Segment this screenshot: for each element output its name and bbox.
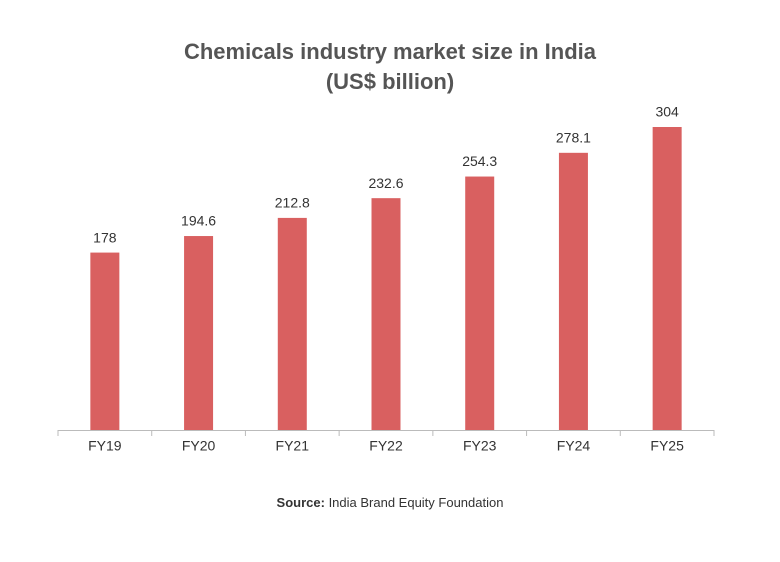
- value-label: 232.6: [368, 175, 403, 191]
- x-tick-label: FY25: [650, 438, 684, 454]
- x-tick-label: FY24: [557, 438, 591, 454]
- source-label: Source:: [277, 495, 325, 510]
- x-tick-label: FY23: [463, 438, 497, 454]
- value-label: 178: [93, 229, 117, 245]
- x-tick-label: FY20: [182, 438, 216, 454]
- value-label: 304: [655, 104, 679, 120]
- value-label: 278.1: [556, 130, 591, 146]
- value-label: 212.8: [275, 195, 310, 211]
- bar: [465, 176, 495, 430]
- chart-subtitle: (US$ billion): [326, 69, 454, 94]
- bar: [371, 198, 401, 430]
- bar: [558, 152, 588, 430]
- x-tick-label: FY19: [88, 438, 122, 454]
- chart-title: Chemicals industry market size in India: [184, 39, 597, 64]
- bar: [652, 127, 682, 430]
- source-text: India Brand Equity Foundation: [329, 495, 504, 510]
- bar: [277, 217, 307, 430]
- x-tick-label: FY21: [276, 438, 310, 454]
- x-tick-label: FY22: [369, 438, 403, 454]
- value-label: 254.3: [462, 153, 497, 169]
- value-label: 194.6: [181, 213, 216, 229]
- source-note: Source: India Brand Equity Foundation: [277, 495, 504, 510]
- bar: [184, 236, 214, 430]
- bar: [90, 252, 120, 430]
